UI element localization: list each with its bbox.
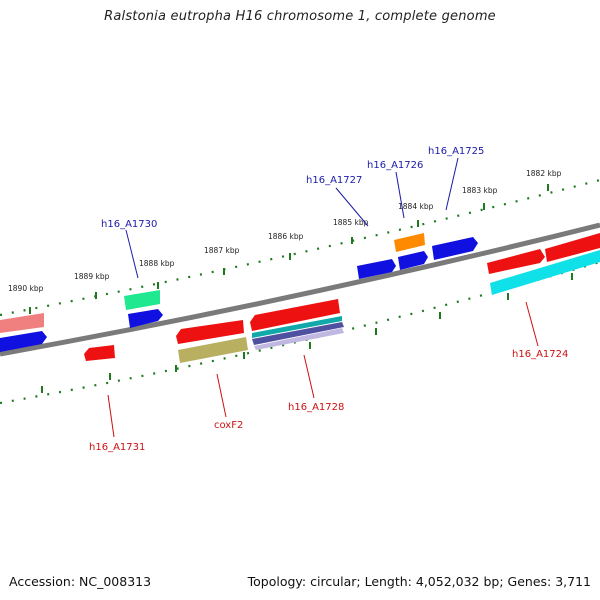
chromosome-backbone [0, 222, 600, 357]
upper-major-ticks [29, 184, 549, 314]
gene-orange-1726 [394, 233, 425, 252]
gene-blue-a [398, 251, 428, 270]
gene-cyan [490, 250, 600, 295]
kbp-label-1883: 1883 kbp [462, 186, 498, 195]
gene-blue-b [128, 309, 163, 328]
gene-olive-coxF2 [178, 337, 248, 363]
accession-text: Accession: NC_008313 [9, 574, 152, 589]
gene-navy-1728 [252, 322, 344, 345]
gene-blue-left [0, 331, 47, 352]
gene-red-edge [545, 233, 600, 262]
gene-label-h16-A1726: h16_A1726 [367, 160, 423, 171]
gene-red-1731 [84, 345, 115, 361]
gene-red-1728 [250, 299, 340, 331]
kbp-label-1887: 1887 kbp [204, 246, 240, 255]
gene-lavender-1728 [254, 328, 344, 350]
gene-red-right [487, 249, 545, 274]
kbp-label-1886: 1886 kbp [268, 232, 304, 241]
map-title: Ralstonia eutropha H16 chromosome 1, com… [104, 9, 496, 24]
lower-major-ticks [41, 273, 573, 393]
gene-label-coxF2: coxF2 [214, 420, 243, 431]
gene-pink [0, 313, 44, 333]
gene-label-h16-A1727: h16_A1727 [306, 175, 362, 186]
kbp-label-1889: 1889 kbp [74, 272, 110, 281]
reverse-genes [84, 299, 344, 363]
kbp-label-1885: 1885 kbp [333, 218, 369, 227]
kbp-label-1882: 1882 kbp [526, 169, 562, 178]
upper-tick-track [0, 178, 600, 317]
gene-label-h16-A1731: h16_A1731 [89, 442, 145, 453]
kbp-label-1890: 1890 kbp [8, 284, 44, 293]
gene-label-h16-A1724: h16_A1724 [512, 349, 568, 360]
gene-label-h16-A1725: h16_A1725 [428, 146, 484, 157]
gene-green-1730 [124, 290, 160, 310]
forward-genes [0, 233, 600, 352]
gene-red-coxF2 [176, 320, 244, 344]
gene-label-h16-A1728: h16_A1728 [288, 402, 344, 413]
kbp-label-1888: 1888 kbp [139, 259, 175, 268]
topology-text: Topology: circular; Length: 4,052,032 bp… [247, 574, 591, 589]
leader-lines [107, 157, 539, 438]
gene-blue-1727 [357, 259, 396, 279]
gene-blue-1725 [432, 237, 478, 260]
gene-teal-1728 [252, 316, 342, 338]
gene-label-h16-A1730: h16_A1730 [101, 219, 157, 230]
kbp-label-1884: 1884 kbp [398, 202, 434, 211]
